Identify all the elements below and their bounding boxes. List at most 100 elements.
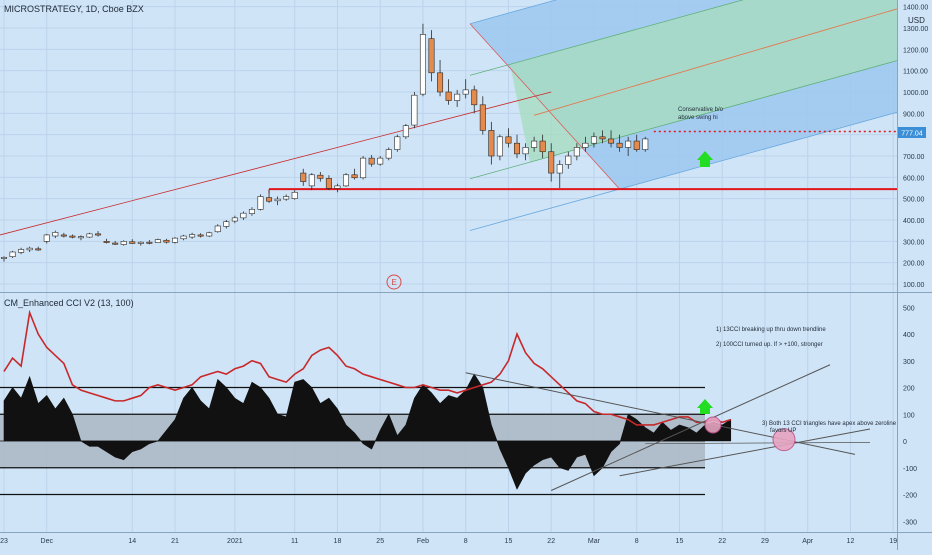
candle-body [60, 234, 67, 237]
cci-note-2: 2) 100CCI turned up. If > +100, stronger [716, 342, 823, 348]
candle-body [616, 142, 623, 148]
pitchfork-channel [469, 0, 897, 231]
candle-body [402, 125, 409, 138]
candle-body [172, 237, 179, 243]
price-tick-label: 1100.00 [903, 69, 928, 76]
candle-body [248, 209, 255, 214]
candle-body [479, 104, 486, 131]
pitchfork-line [469, 0, 558, 25]
candle-body [163, 239, 170, 243]
candle-body [35, 248, 42, 251]
candle-body [154, 239, 161, 243]
cci-tick-label: 300 [903, 359, 915, 366]
rising-trendline [0, 91, 552, 236]
candle-body [437, 72, 444, 93]
cci-uptrend-line-2 [619, 428, 871, 477]
price-tick-label: 100.00 [903, 282, 925, 289]
cci-note-3: 3) Both 13 CCI triangles have apex above… [762, 421, 897, 427]
candle-body [257, 196, 264, 210]
buy-arrow-cci-icon [697, 399, 713, 414]
candle-body [642, 138, 649, 150]
candle-body [26, 247, 33, 251]
candle-body [95, 233, 102, 236]
candle-body [223, 221, 230, 227]
indicator-title[interactable]: CM_Enhanced CCI V2 (13, 100) [4, 298, 134, 308]
price-tick-label: 1300.00 [903, 26, 928, 33]
time-tick-label: Mar [588, 538, 601, 545]
cci100-line [3, 309, 731, 426]
candle-body [513, 142, 520, 155]
chart-title: MICROSTRATEGY, 1D, Cboe BZX [4, 4, 144, 14]
earnings-marker-icon[interactable] [386, 274, 402, 290]
candle-body [69, 235, 76, 238]
candle-body [43, 234, 50, 242]
axes: 100.00 200.00 300.00 400.00 500.00 600.00 700.… [0, 5, 928, 545]
time-tick-label: 29 [761, 538, 769, 545]
price-tick-label: 400.00 [903, 218, 925, 225]
candle-body [471, 89, 478, 106]
candle-body [334, 185, 341, 189]
price-tick-label: 600.00 [903, 175, 925, 182]
cci-tick-label: -300 [903, 519, 917, 526]
candle-body [608, 138, 615, 144]
candle-body [214, 225, 221, 233]
candle-body [112, 242, 119, 245]
cci-tick-label: 200 [903, 386, 915, 393]
candle-body [52, 232, 59, 237]
candle-body [206, 232, 213, 237]
candle-body [360, 157, 367, 179]
time-tick-label: 11 [291, 538, 298, 545]
price-tick-label: 300.00 [903, 239, 925, 246]
candle-body [599, 136, 606, 140]
time-tick-label: 19 [889, 538, 897, 545]
candle-body [385, 149, 392, 159]
candle-body [368, 157, 375, 165]
candle-body [137, 241, 144, 244]
apex-marker-small-icon [704, 416, 722, 434]
candle-body [351, 174, 358, 179]
candle-body [462, 89, 469, 95]
cci13-area [3, 373, 732, 490]
buy-arrow-price-icon [697, 151, 713, 167]
time-tick-label: 8 [464, 538, 468, 545]
price-tick-label: 1200.00 [903, 47, 928, 54]
candle-body [103, 241, 110, 243]
candle-body [283, 196, 290, 200]
time-tick-label: Feb [417, 538, 429, 545]
time-tick-label: 15 [505, 538, 513, 545]
candle-body [428, 38, 435, 74]
last-price-tag [898, 127, 926, 138]
candle-body [77, 236, 84, 239]
cci-indicator [0, 309, 871, 496]
pitchfork-line [469, 60, 897, 180]
apex-marker-large-icon [772, 428, 796, 452]
annotation-line-1: Conservative b/o [678, 107, 724, 113]
candle-body [454, 93, 461, 101]
time-tick-label: 12 [847, 538, 855, 545]
time-tick-label: Dec [41, 538, 54, 545]
candle-body [231, 217, 238, 222]
time-tick-label: 21 [171, 538, 179, 545]
time-tick-label: 2021 [227, 538, 243, 545]
candle-body [325, 178, 332, 189]
cci-note-4: favors UP [770, 428, 796, 434]
candle-body [556, 164, 563, 174]
time-tick-label: 18 [334, 538, 342, 545]
pitchfork-handle [469, 23, 620, 190]
candle-body [0, 257, 8, 259]
candle-body [590, 136, 597, 144]
candle-body [9, 251, 16, 257]
candle-body [266, 197, 273, 202]
price-tick-label: 700.00 [903, 154, 925, 161]
candle-body [625, 140, 632, 148]
candle-body [394, 136, 401, 150]
candle-body [548, 151, 555, 174]
candle-body [411, 94, 418, 126]
price-tick-label: 200.00 [903, 261, 925, 268]
price-tick-label: 500.00 [903, 197, 925, 204]
candle-body [445, 91, 452, 101]
candle-body [573, 147, 580, 157]
cci-tick-label: 0 [903, 439, 907, 446]
